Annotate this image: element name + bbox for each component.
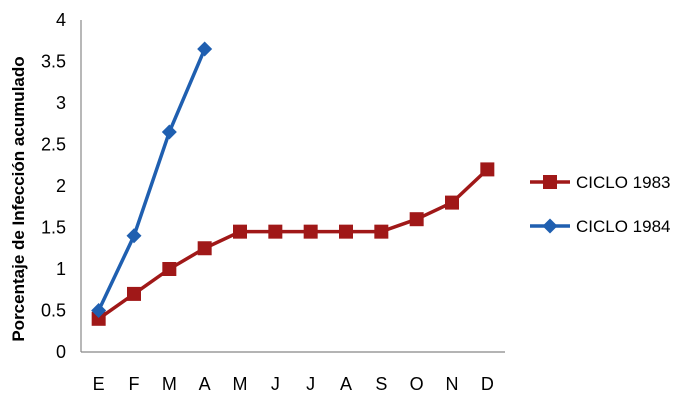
data-point xyxy=(409,212,424,227)
axes xyxy=(80,20,505,353)
y-tick-labels: 0 0.5 1 1.5 2 2.5 3 3.5 4 xyxy=(41,10,66,362)
data-point xyxy=(268,224,283,239)
x-tick-label: D xyxy=(481,374,494,394)
y-tick-label: 3.5 xyxy=(41,52,66,72)
legend-marker xyxy=(543,175,557,189)
data-point xyxy=(233,224,247,239)
data-point xyxy=(374,224,389,239)
y-tick-label: 0 xyxy=(56,342,66,362)
x-tick-label: J xyxy=(271,374,280,394)
data-point xyxy=(162,262,177,276)
y-tick-label: 1 xyxy=(56,259,66,279)
data-point xyxy=(91,311,106,326)
series-line xyxy=(97,48,207,312)
y-tick-label: 2.5 xyxy=(41,135,66,155)
y-tick-label: 1.5 xyxy=(41,218,66,238)
data-point xyxy=(339,224,353,239)
data-point xyxy=(127,286,141,301)
series-ciclo-1983 xyxy=(91,162,495,326)
data-point xyxy=(161,124,177,140)
series-line xyxy=(97,168,489,321)
x-tick-label: M xyxy=(233,374,248,394)
legend-label: CICLO 1983 xyxy=(576,173,671,192)
x-tick-label: N xyxy=(446,374,459,394)
data-point xyxy=(126,228,142,244)
data-point xyxy=(303,224,318,239)
x-tick-label: F xyxy=(129,374,140,394)
x-tick-label: S xyxy=(375,374,387,394)
data-point xyxy=(480,162,495,177)
y-tick-label: 3 xyxy=(56,93,66,113)
x-tick-label: E xyxy=(93,374,105,394)
legend-item: CICLO 1983 xyxy=(530,173,671,192)
y-axis-label: Porcentaje de Infección acumulado xyxy=(9,56,28,341)
y-tick-label: 2 xyxy=(56,176,66,196)
x-tick-label: M xyxy=(162,374,177,394)
y-tick-label: 0.5 xyxy=(41,301,66,321)
x-tick-label: A xyxy=(199,374,211,394)
legend-marker xyxy=(542,218,558,234)
data-point xyxy=(445,195,459,210)
series-layer xyxy=(91,41,495,326)
data-point xyxy=(197,241,212,256)
legend-label: CICLO 1984 xyxy=(576,217,671,236)
legend-item: CICLO 1984 xyxy=(530,217,671,236)
x-tick-label: O xyxy=(410,374,424,394)
data-point xyxy=(91,303,107,318)
x-tick-label: J xyxy=(306,374,315,394)
data-point xyxy=(197,41,213,57)
y-tick-label: 4 xyxy=(56,10,66,30)
legend: CICLO 1983 CICLO 1984 xyxy=(530,173,671,236)
x-tick-label: A xyxy=(340,374,352,394)
series-ciclo-1984 xyxy=(91,41,213,318)
